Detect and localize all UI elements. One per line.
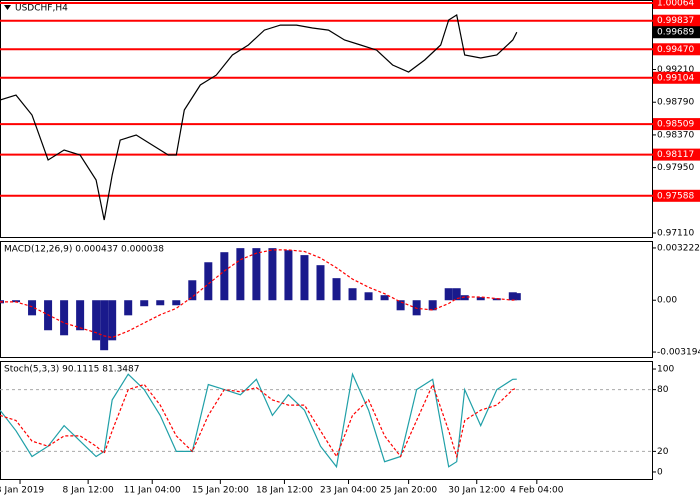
x-tick-label: 30 Jan 12:00 [448, 486, 505, 496]
macd-bar [396, 300, 405, 311]
last-price-label: 0.99689 [657, 28, 694, 38]
x-tick-label: 8 Jan 12:00 [63, 486, 115, 496]
y-tick-label: 0 [657, 467, 663, 477]
macd-panel [0, 241, 653, 358]
macd-bar [284, 250, 293, 301]
level-label: 1.00064 [657, 0, 694, 9]
last-price-box [653, 26, 700, 39]
macd-bar [12, 300, 21, 303]
macd-bar [364, 292, 373, 301]
y-tick-label: 0.98370 [657, 130, 694, 140]
macd-bar [252, 248, 261, 301]
macd-bar [460, 295, 469, 301]
macd-bar [76, 300, 85, 331]
macd-bar [332, 278, 341, 301]
level-label-box [653, 14, 700, 27]
macd-bar [508, 292, 517, 301]
macd-bar [492, 298, 501, 301]
x-tick-label: 11 Jan 04:00 [124, 486, 181, 496]
macd-bar [204, 262, 213, 301]
y-tick-label: 0.003222 [657, 243, 700, 253]
macd-bar [28, 300, 37, 316]
macd-bar [512, 293, 521, 301]
stoch-line [0, 372, 517, 469]
macd-bar [60, 300, 69, 336]
macd-bar [188, 280, 197, 301]
macd-bar [236, 248, 245, 301]
y-tick-label: 100 [657, 365, 674, 375]
price-panel [0, 0, 653, 238]
level-label: 0.99470 [657, 45, 694, 55]
macd-bar [380, 295, 389, 301]
y-tick-label: 20 [657, 447, 669, 457]
x-tick-label: 23 Jan 04:00 [320, 486, 377, 496]
macd-bar [108, 300, 117, 341]
y-tick-label: 0.98790 [657, 98, 694, 108]
macd-title: MACD(12,26,9) 0.000437 0.000038 [4, 245, 164, 255]
y-tick-label: 0.97110 [657, 229, 694, 239]
stoch-title: Stoch(5,3,3) 90.1115 81.3487 [4, 365, 139, 375]
y-tick-label: 0.99210 [657, 65, 694, 75]
macd-bar [452, 288, 461, 301]
y-tick-label: 0.00 [657, 296, 677, 306]
macd-bar [140, 300, 149, 307]
macd-bar [476, 297, 485, 301]
macd-bar [124, 300, 133, 316]
macd-bar [444, 288, 453, 301]
macd-bar [220, 252, 229, 301]
chart-title: USDCHF,H4 [15, 4, 68, 14]
level-label-box [653, 0, 700, 10]
level-label: 0.97588 [657, 191, 694, 201]
stoch-panel [0, 361, 653, 480]
x-tick-label: 25 Jan 20:00 [380, 486, 437, 496]
level-label: 0.98117 [657, 150, 694, 160]
level-label-box [653, 189, 700, 202]
level-label: 0.99104 [657, 73, 694, 83]
x-tick-label: 18 Jan 12:00 [256, 486, 313, 496]
y-tick-label: 0.97950 [657, 163, 694, 173]
level-label: 0.99837 [657, 16, 694, 26]
x-tick-label: 15 Jan 20:00 [192, 486, 249, 496]
stoch-line [0, 382, 517, 459]
macd-bar [156, 300, 165, 306]
x-tick-label: 3 Jan 2019 [0, 486, 44, 496]
level-label-box [653, 148, 700, 161]
macd-bar [348, 288, 357, 301]
macd-bar [268, 248, 277, 301]
price-line [0, 14, 518, 221]
signal-line [0, 249, 517, 339]
level-label-box [653, 118, 700, 131]
macd-bar [316, 265, 325, 301]
y-tick-label: 80 [657, 385, 669, 395]
x-tick-label: 4 Feb 04:00 [510, 486, 564, 496]
menu-icon [4, 5, 11, 10]
macd-bar [100, 300, 109, 351]
macd-bar [92, 300, 101, 341]
macd-bar [428, 300, 437, 311]
macd-bar [172, 300, 181, 306]
level-label-box [653, 71, 700, 84]
level-label-box [653, 43, 700, 56]
y-tick-label: -0.003194 [657, 348, 700, 358]
macd-bar [300, 255, 309, 301]
level-label: 0.98509 [657, 120, 694, 130]
